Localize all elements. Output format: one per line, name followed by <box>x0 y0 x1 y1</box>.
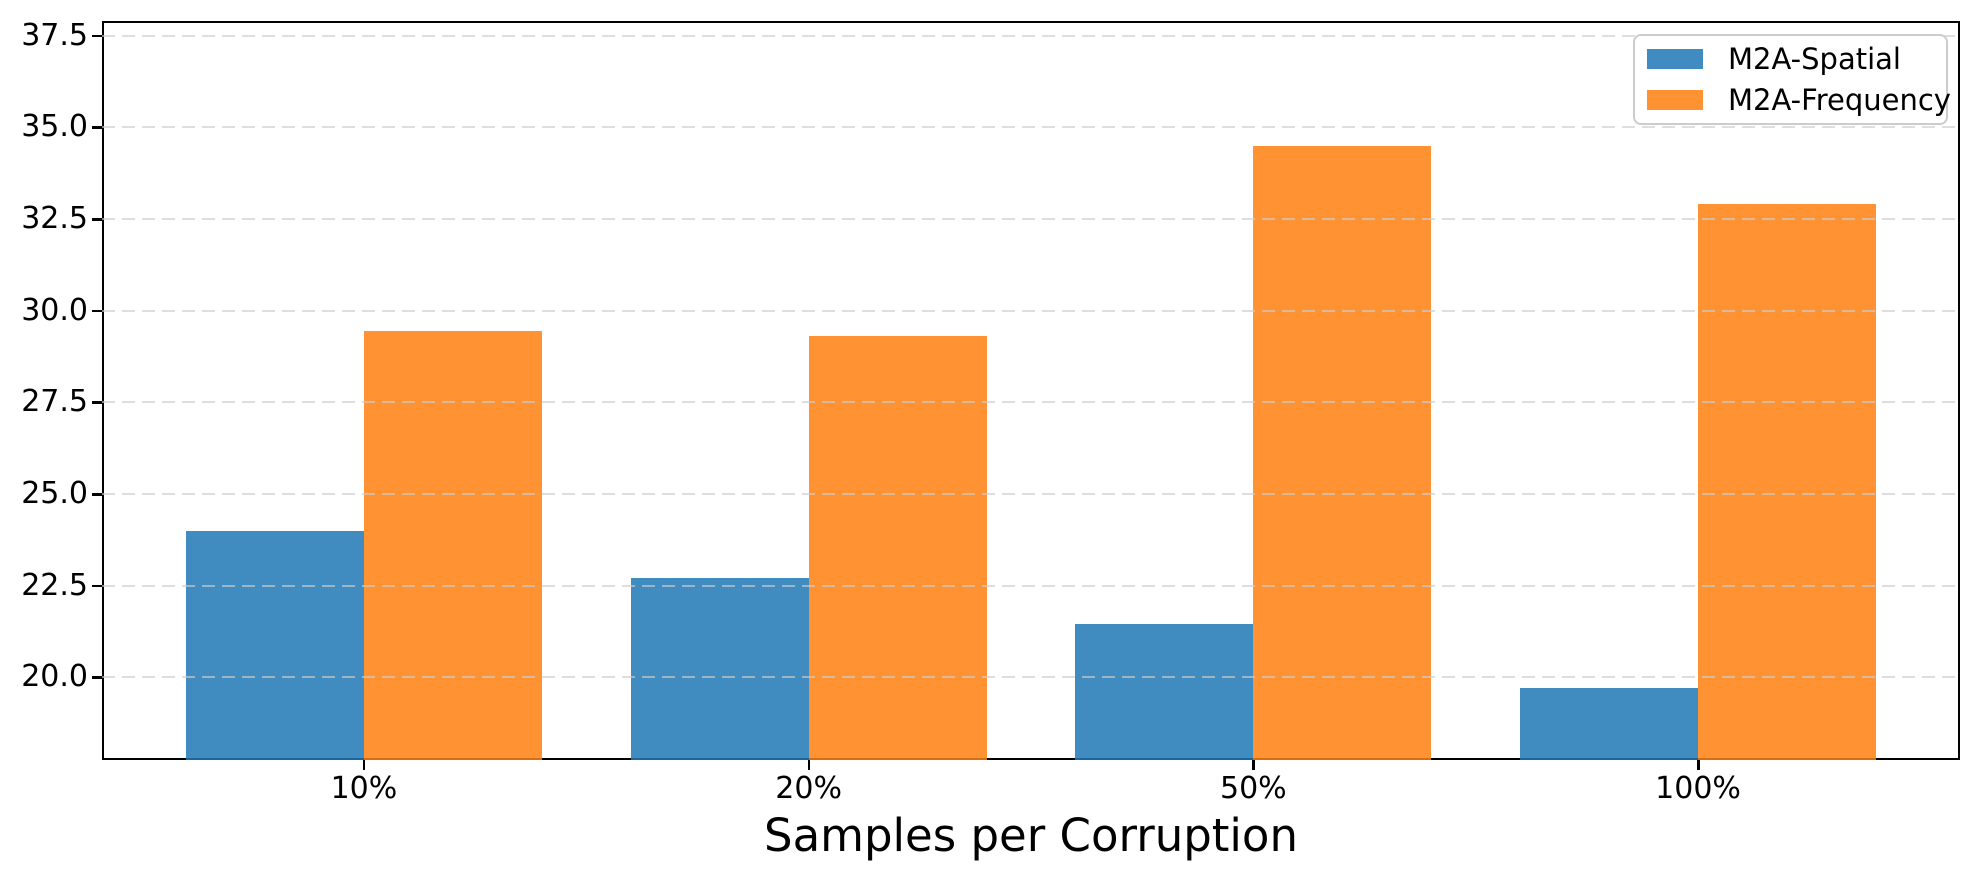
gridline <box>102 126 1960 129</box>
y-tick-label: 27.5 <box>21 384 88 420</box>
legend: M2A-Spatial M2A-Frequency <box>1633 34 1951 125</box>
x-tick-mark <box>362 760 366 770</box>
y-tick-mark <box>92 493 102 496</box>
bar-M2A-Spatial-50% <box>1075 624 1254 760</box>
gridline <box>102 401 1960 404</box>
gridline <box>102 493 1960 496</box>
bar-M2A-Frequency-50% <box>1253 145 1432 760</box>
y-tick-mark <box>92 401 102 404</box>
y-tick-label: 35.0 <box>21 109 88 145</box>
x-tick-mark <box>1252 760 1255 770</box>
y-tick-label: 25.0 <box>21 476 88 512</box>
y-tick-label: 22.5 <box>21 567 88 603</box>
x-tick-label: 20% <box>775 771 842 806</box>
legend-item-frequency: M2A-Frequency <box>1647 82 1951 120</box>
bar-M2A-Frequency-100% <box>1698 204 1876 760</box>
y-tick-mark <box>92 218 102 221</box>
y-tick-mark <box>92 34 102 38</box>
x-tick-mark <box>807 760 811 770</box>
y-tick-mark <box>92 126 102 129</box>
legend-item-spatial: M2A-Spatial <box>1647 40 1934 78</box>
x-axis-label: Samples per Corruption <box>764 809 1298 862</box>
gridline <box>102 584 1960 587</box>
x-tick-label: 50% <box>1220 771 1287 806</box>
bar-M2A-Frequency-20% <box>808 336 987 760</box>
x-tick-label: 100% <box>1655 771 1741 806</box>
y-tick-label: 30.0 <box>21 292 88 328</box>
bar-M2A-Spatial-10% <box>186 530 364 760</box>
bar-M2A-Frequency-10% <box>363 330 542 760</box>
bar-M2A-Spatial-100% <box>1520 688 1699 760</box>
gridline <box>102 309 1960 312</box>
x-tick-mark <box>1697 760 1700 770</box>
y-tick-mark <box>92 584 102 588</box>
legend-swatch-frequency-icon <box>1647 90 1703 111</box>
x-tick-label: 10% <box>330 771 398 806</box>
y-tick-mark <box>92 676 102 679</box>
legend-label-spatial: M2A-Spatial <box>1728 41 1901 76</box>
bar-M2A-Spatial-20% <box>630 578 809 760</box>
gridline <box>102 34 1960 37</box>
y-tick-label: 37.5 <box>21 17 88 53</box>
legend-label-frequency: M2A-Frequency <box>1728 83 1951 118</box>
y-tick-label: 32.5 <box>21 201 88 237</box>
legend-swatch-spatial-icon <box>1647 48 1703 69</box>
gridline <box>102 218 1960 221</box>
y-tick-mark <box>92 309 102 313</box>
gridline <box>102 676 1960 679</box>
y-tick-label: 20.0 <box>21 659 88 695</box>
